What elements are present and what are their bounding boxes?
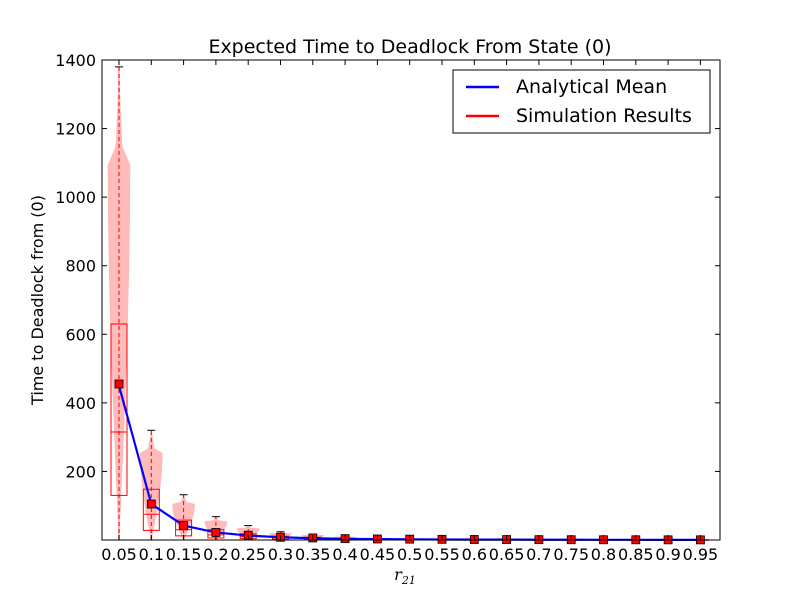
x-tick-label: 0.25 (230, 545, 266, 564)
y-axis-label: Time to Deadlock from (0) (28, 195, 47, 406)
simulation-mean-marker (179, 521, 189, 530)
x-tick-label: 0.45 (360, 545, 396, 564)
chart-title: Expected Time to Deadlock From State (0) (208, 36, 611, 58)
x-tick-label: 0.3 (268, 545, 293, 564)
x-tick-label: 0.35 (295, 545, 331, 564)
y-tick-label: 600 (65, 325, 96, 344)
x-axis-label: r21 (394, 565, 416, 587)
x-tick-label: 0.95 (683, 545, 719, 564)
legend-box (452, 69, 711, 134)
x-tick-label: 0.2 (203, 545, 228, 564)
simulation-mean-marker (114, 379, 124, 389)
y-tick-label: 400 (65, 394, 96, 413)
legend-label-simulation: Simulation Results (516, 105, 692, 127)
box (110, 323, 128, 496)
legend-label-analytical: Analytical Mean (516, 76, 667, 98)
y-tick-label: 800 (65, 257, 96, 276)
x-axis-label-subscript: 21 (401, 574, 416, 587)
x-tick-label: 0.05 (101, 545, 137, 564)
y-axis: 200 400 600 800 1000 1200 1400 (55, 51, 720, 481)
x-tick-label: 0.9 (655, 545, 680, 564)
x-axis-label-main: r (394, 565, 403, 584)
simulation-mean-marker (146, 499, 156, 509)
x-tick-label: 0.65 (489, 545, 525, 564)
x-tick-label: 0.1 (139, 545, 164, 564)
plot-frame (101, 59, 721, 541)
x-tick-label: 0.4 (332, 545, 357, 564)
y-tick-label: 1200 (55, 120, 96, 139)
x-tick-label: 0.6 (462, 545, 487, 564)
x-tick-label: 0.5 (397, 545, 422, 564)
x-tick-label: 0.55 (424, 545, 460, 564)
x-tick-label: 0.8 (591, 545, 616, 564)
x-axis: 0.05 0.1 0.15 0.2 0.25 0.3 0.35 0.4 0.45 0.5 0.55 0… (101, 60, 718, 564)
y-tick-label: 1000 (55, 188, 96, 207)
y-tick-label: 200 (65, 462, 96, 481)
x-tick-label: 0.75 (553, 545, 589, 564)
y-tick-label: 1400 (55, 51, 96, 70)
x-tick-label: 0.15 (166, 545, 202, 564)
x-tick-label: 0.7 (526, 545, 551, 564)
legend: Analytical Mean Simulation Results (452, 69, 711, 134)
x-tick-label: 0.85 (618, 545, 654, 564)
